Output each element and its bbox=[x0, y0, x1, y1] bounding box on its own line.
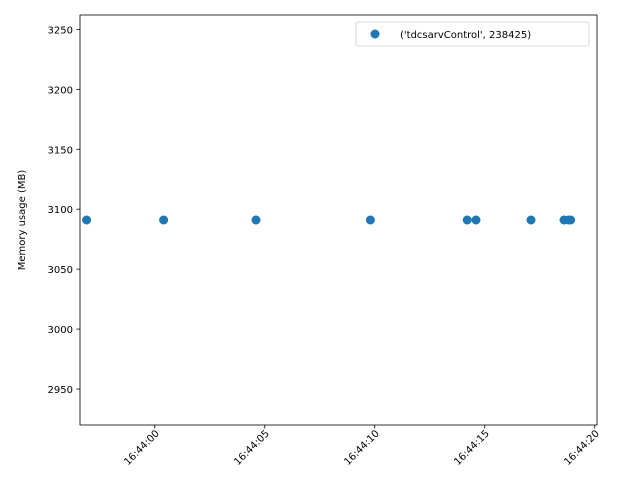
data-point bbox=[159, 215, 169, 225]
legend-marker bbox=[370, 29, 380, 39]
data-points bbox=[82, 215, 576, 225]
data-point bbox=[566, 215, 576, 225]
y-tick-label: 3150 bbox=[48, 145, 73, 156]
y-axis-label: Memory usage (MB) bbox=[17, 170, 28, 271]
legend: ('tdcsarvControl', 238425) bbox=[355, 21, 590, 47]
y-tick-label: 3250 bbox=[48, 25, 73, 36]
data-point bbox=[251, 215, 261, 225]
data-point bbox=[82, 215, 92, 225]
legend-label: ('tdcsarvControl', 238425) bbox=[400, 30, 531, 41]
plot-frame bbox=[79, 14, 598, 426]
legend-box bbox=[355, 21, 590, 47]
y-tick-label: 3200 bbox=[48, 85, 73, 96]
y-tick-label: 2950 bbox=[48, 385, 73, 396]
y-axis-ticks: 2950 3000 3050 3100 3150 3200 3250 bbox=[48, 25, 80, 396]
y-tick-label: 3050 bbox=[48, 265, 73, 276]
data-point bbox=[462, 215, 472, 225]
data-point bbox=[526, 215, 536, 225]
data-point bbox=[471, 215, 481, 225]
data-point bbox=[365, 215, 375, 225]
y-tick-label: 3100 bbox=[48, 205, 73, 216]
y-tick-label: 3000 bbox=[48, 325, 73, 336]
